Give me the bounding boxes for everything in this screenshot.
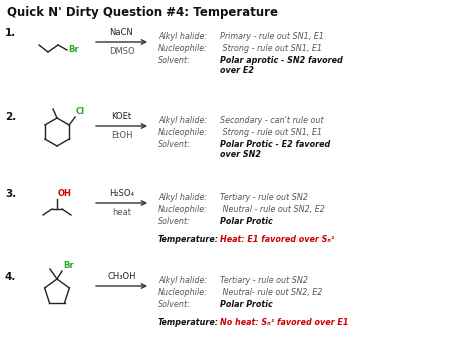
Text: Strong - rule out SN1, E1: Strong - rule out SN1, E1 (220, 128, 322, 137)
Text: Nucleophile:: Nucleophile: (158, 205, 208, 214)
Text: Neutral- rule out SN2, E2: Neutral- rule out SN2, E2 (220, 288, 322, 297)
Text: Br: Br (68, 46, 79, 55)
Text: EtOH: EtOH (111, 131, 132, 140)
Text: KOEt: KOEt (111, 112, 132, 121)
Text: Nucleophile:: Nucleophile: (158, 288, 208, 297)
Text: 2.: 2. (5, 112, 16, 122)
Text: Tertiary - rule out SN2: Tertiary - rule out SN2 (220, 193, 308, 202)
Text: Strong - rule out SN1, E1: Strong - rule out SN1, E1 (220, 44, 322, 53)
Text: Cl: Cl (76, 107, 85, 116)
Text: Alkyl halide:: Alkyl halide: (158, 276, 207, 285)
Text: Neutral - rule out SN2, E2: Neutral - rule out SN2, E2 (220, 205, 325, 214)
Text: Br: Br (63, 261, 73, 270)
Text: Solvent:: Solvent: (158, 217, 191, 226)
Text: Solvent:: Solvent: (158, 140, 191, 149)
Text: Alkyl halide:: Alkyl halide: (158, 116, 207, 125)
Text: Primary - rule out SN1, E1: Primary - rule out SN1, E1 (220, 32, 324, 41)
Text: Temperature:: Temperature: (158, 318, 219, 327)
Text: Temperature:: Temperature: (158, 235, 219, 244)
Text: Nucleophile:: Nucleophile: (158, 128, 208, 137)
Text: Heat: E1 favored over Sₙ¹: Heat: E1 favored over Sₙ¹ (220, 235, 335, 244)
Text: 3.: 3. (5, 189, 16, 199)
Text: 1.: 1. (5, 28, 16, 38)
Text: Tertiary - rule out SN2: Tertiary - rule out SN2 (220, 276, 308, 285)
Text: heat: heat (112, 208, 131, 217)
Text: DMSO: DMSO (109, 47, 134, 56)
Text: Alkyl halide:: Alkyl halide: (158, 193, 207, 202)
Text: Solvent:: Solvent: (158, 300, 191, 309)
Text: Alkyl halide:: Alkyl halide: (158, 32, 207, 41)
Text: CH₃OH: CH₃OH (107, 272, 136, 281)
Text: Polar aprotic - SN2 favored
over E2: Polar aprotic - SN2 favored over E2 (220, 56, 343, 75)
Text: Secondary - can't rule out: Secondary - can't rule out (220, 116, 324, 125)
Text: Nucleophile:: Nucleophile: (158, 44, 208, 53)
Text: H₂SO₄: H₂SO₄ (109, 189, 134, 198)
Text: Quick N' Dirty Question #4: Temperature: Quick N' Dirty Question #4: Temperature (7, 6, 278, 19)
Text: Polar Protic: Polar Protic (220, 217, 273, 226)
Text: Solvent:: Solvent: (158, 56, 191, 65)
Text: Polar Protic: Polar Protic (220, 300, 273, 309)
Text: Polar Protic - E2 favored
over SN2: Polar Protic - E2 favored over SN2 (220, 140, 330, 159)
Text: 4.: 4. (5, 272, 17, 282)
Text: OH: OH (58, 189, 72, 198)
Text: No heat: Sₙ¹ favored over E1: No heat: Sₙ¹ favored over E1 (220, 318, 348, 327)
Text: NaCN: NaCN (109, 28, 133, 37)
